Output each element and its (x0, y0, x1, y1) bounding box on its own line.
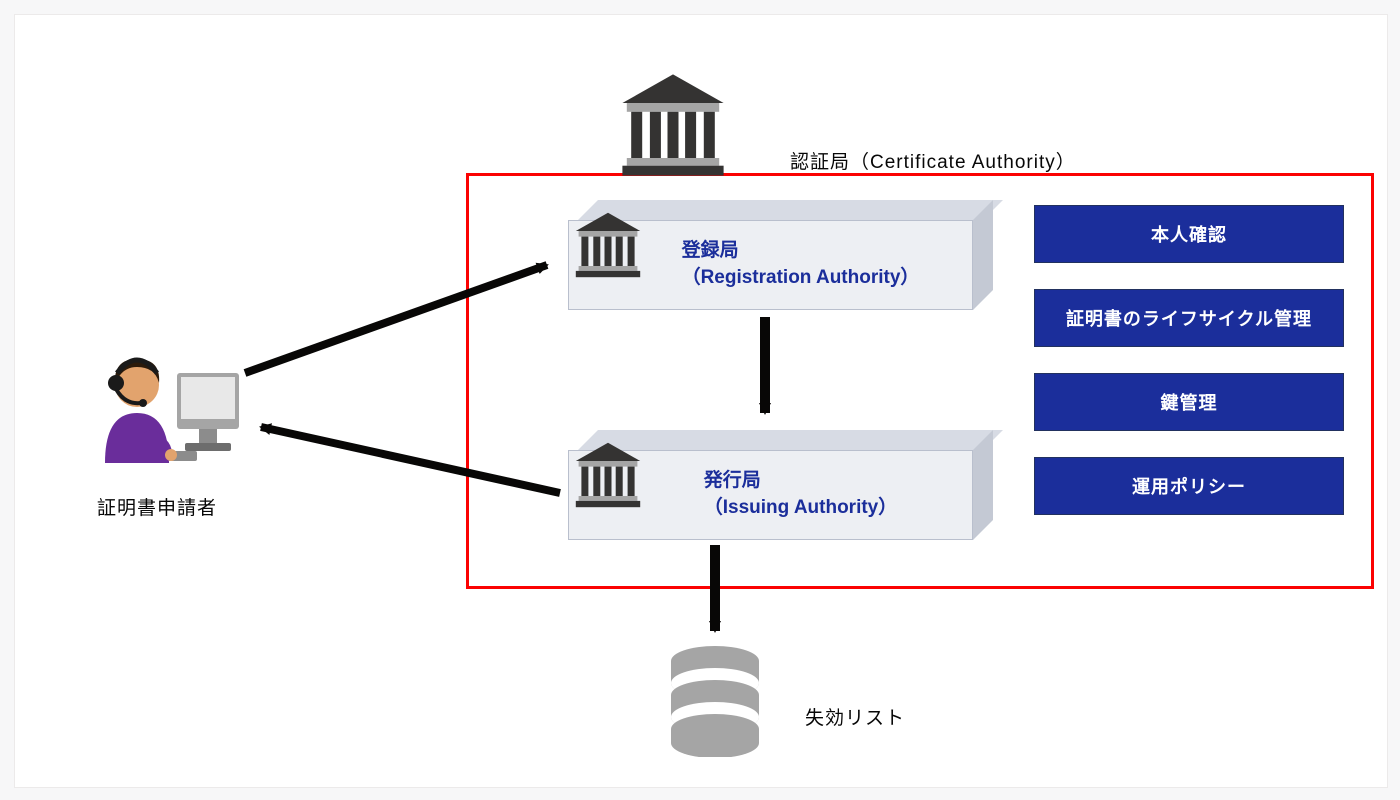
arrow-user-to-ra (245, 265, 547, 373)
arrows-layer (15, 15, 1387, 787)
arrow-ia-to-user (261, 427, 560, 493)
diagram-canvas: 認証局（Certificate Authority） 本人確認 証明書のライフサ… (14, 14, 1388, 788)
